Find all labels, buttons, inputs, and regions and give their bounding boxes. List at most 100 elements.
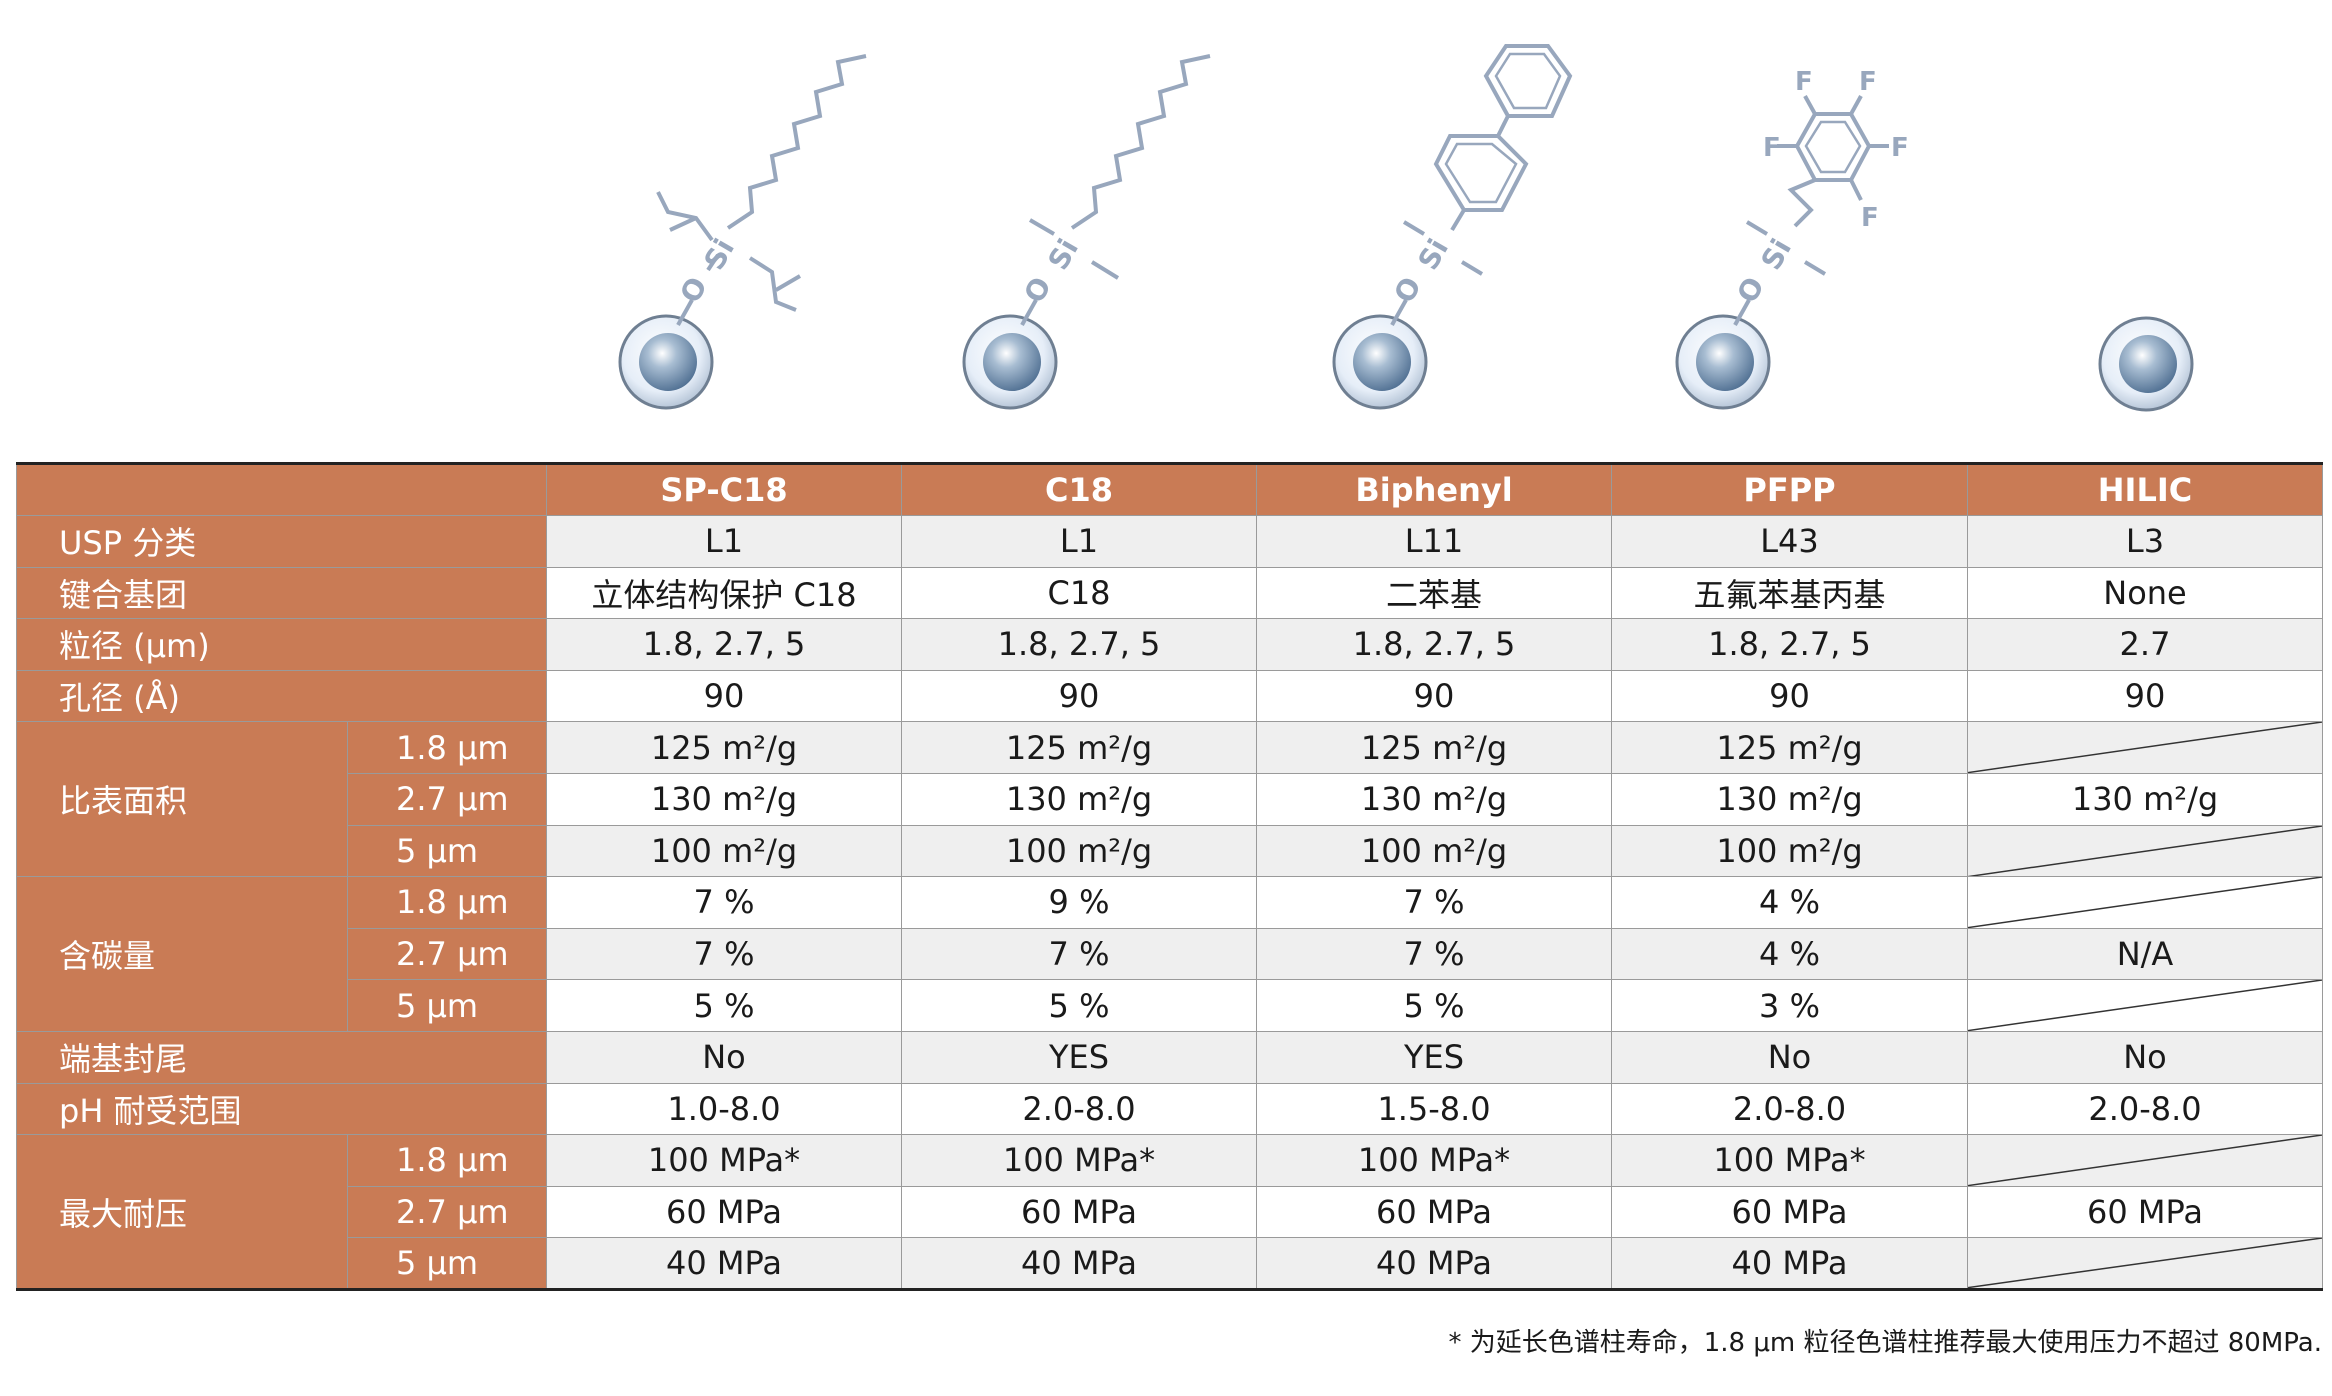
table-cell: 60 MPa <box>901 1185 1257 1239</box>
table-cell: L1 <box>901 515 1257 568</box>
table-row: 5 μm 40 MPa 40 MPa 40 MPa 40 MPa <box>17 1237 2323 1291</box>
table-cell: 7 % <box>1256 927 1612 981</box>
table-cell: YES <box>901 1030 1257 1084</box>
table-row: 键合基团 立体结构保护 C18 C18 二苯基 五氟苯基丙基 None <box>16 566 2323 620</box>
table-row: pH 耐受范围 1.0-8.0 2.0-8.0 1.5-8.0 2.0-8.0 … <box>16 1082 2323 1136</box>
table-cell: 100 m²/g <box>1256 824 1612 878</box>
not-applicable-cell <box>1967 876 2323 929</box>
structure-c18: O Si <box>942 40 1242 425</box>
table-cell: 40 MPa <box>1256 1237 1612 1291</box>
table-row: 孔径 (Å) 90 90 90 90 90 <box>16 669 2323 723</box>
c18-structure-drawing: O Si <box>962 54 1211 410</box>
particle-size-label: 2.7 μm <box>347 1185 547 1239</box>
table-cell: 90 <box>1611 669 1968 723</box>
table-row: USP 分类 L1 L1 L11 L43 L3 <box>16 515 2323 568</box>
table-cell: 60 MPa <box>1967 1185 2323 1239</box>
table-cell: 4 % <box>1611 927 1968 981</box>
table-cell: 1.8, 2.7, 5 <box>901 618 1257 671</box>
structure-hilic <box>2050 40 2250 425</box>
table-cell: 2.0-8.0 <box>901 1082 1257 1136</box>
hilic-structure-drawing <box>2098 316 2194 412</box>
row-label: 端基封尾 <box>16 1030 547 1084</box>
table-cell: No <box>1967 1030 2323 1084</box>
row-label: 孔径 (Å) <box>16 669 547 723</box>
row-label: 最大耐压 <box>16 1134 348 1291</box>
table-cell: 7 % <box>546 927 902 981</box>
table-cell: 二苯基 <box>1256 566 1612 620</box>
column-spec-table: SP-C18 C18 Biphenyl PFPP HILIC USP 分类 L1… <box>16 462 2323 1291</box>
table-cell: 100 m²/g <box>1611 824 1968 878</box>
table-row: 2.7 μm 7 % 7 % 7 % 4 % N/A <box>17 927 2323 981</box>
particle-size-label: 5 μm <box>347 824 547 878</box>
not-applicable-cell <box>1967 1134 2323 1187</box>
oxygen-atom-label: O <box>1730 271 1770 308</box>
fluorine-atom-label: F <box>1859 67 1877 97</box>
table-row: 5 μm 5 % 5 % 5 % 3 % <box>17 979 2323 1032</box>
table-row: 含碳量 1.8 μm 7 % 9 % 7 % 4 % <box>16 876 2323 1032</box>
row-label: USP 分类 <box>16 515 547 568</box>
table-cell: 40 MPa <box>1611 1237 1968 1291</box>
table-cell: 立体结构保护 C18 <box>546 566 902 620</box>
particle-size-label: 1.8 μm <box>347 876 547 929</box>
sp-c18-structure-drawing: O Si <box>618 54 867 410</box>
not-applicable-cell <box>1967 721 2323 774</box>
table-cell: 1.0-8.0 <box>546 1082 902 1136</box>
table-cell: 130 m²/g <box>546 772 902 826</box>
oxygen-atom-label: O <box>1387 271 1427 308</box>
table-cell: None <box>1967 566 2323 620</box>
table-cell: 9 % <box>901 876 1257 929</box>
table-cell: 130 m²/g <box>1967 772 2323 826</box>
column-header: SP-C18 <box>546 462 902 516</box>
row-label: 含碳量 <box>16 876 348 1032</box>
table-cell: 125 m²/g <box>1611 721 1968 774</box>
silicon-atom-label: Si <box>1041 233 1084 275</box>
table-cell: 60 MPa <box>1256 1185 1612 1239</box>
fluorine-atom-label: F <box>1795 67 1813 97</box>
particle-size-label: 5 μm <box>347 1237 547 1291</box>
column-header: HILIC <box>1967 462 2323 516</box>
column-header: C18 <box>901 462 1257 516</box>
pfpp-structure-drawing: O Si F F F F F <box>1675 67 1909 410</box>
particle-size-label: 2.7 μm <box>347 927 547 981</box>
table-row: 最大耐压 1.8 μm 100 MPa* 100 MPa* 100 MPa* 1… <box>16 1134 2323 1291</box>
table-cell: 90 <box>1967 669 2323 723</box>
structure-pfpp: O Si F F F F F <box>1655 40 1955 425</box>
table-cell: L1 <box>546 515 902 568</box>
row-label: 键合基团 <box>16 566 547 620</box>
silicon-atom-label: Si <box>1754 233 1797 275</box>
table-cell: 100 m²/g <box>901 824 1257 878</box>
table-cell: 7 % <box>546 876 902 929</box>
table-cell: 3 % <box>1611 979 1968 1032</box>
table-cell: 2.7 <box>1967 618 2323 671</box>
row-label: 比表面积 <box>16 721 348 878</box>
table-cell: 100 MPa* <box>546 1134 902 1187</box>
table-cell: L43 <box>1611 515 1968 568</box>
table-cell: 60 MPa <box>1611 1185 1968 1239</box>
table-row: 5 μm 100 m²/g 100 m²/g 100 m²/g 100 m²/g <box>17 824 2323 878</box>
table-cell: 5 % <box>546 979 902 1032</box>
table-cell: 7 % <box>901 927 1257 981</box>
oxygen-atom-label: O <box>673 271 713 308</box>
table-header-row: SP-C18 C18 Biphenyl PFPP HILIC <box>16 462 2323 516</box>
column-header: PFPP <box>1611 462 1968 516</box>
table-cell: 五氟苯基丙基 <box>1611 566 1968 620</box>
table-cell: 100 m²/g <box>546 824 902 878</box>
header-corner-cell <box>16 462 547 516</box>
table-row: 2.7 μm 130 m²/g 130 m²/g 130 m²/g 130 m²… <box>17 772 2323 826</box>
table-cell: L11 <box>1256 515 1612 568</box>
oxygen-atom-label: O <box>1017 271 1057 308</box>
table-cell: 2.0-8.0 <box>1967 1082 2323 1136</box>
table-cell: 40 MPa <box>546 1237 902 1291</box>
structure-sp-c18: O Si <box>600 40 900 425</box>
table-cell: 100 MPa* <box>901 1134 1257 1187</box>
silicon-atom-label: Si <box>697 233 740 275</box>
table-cell: L3 <box>1967 515 2323 568</box>
table-cell: 130 m²/g <box>1611 772 1968 826</box>
table-cell: 5 % <box>1256 979 1612 1032</box>
not-applicable-cell <box>1967 824 2323 878</box>
table-cell: 1.8, 2.7, 5 <box>1611 618 1968 671</box>
table-cell: 130 m²/g <box>901 772 1257 826</box>
table-cell: No <box>1611 1030 1968 1084</box>
table-cell: 4 % <box>1611 876 1968 929</box>
